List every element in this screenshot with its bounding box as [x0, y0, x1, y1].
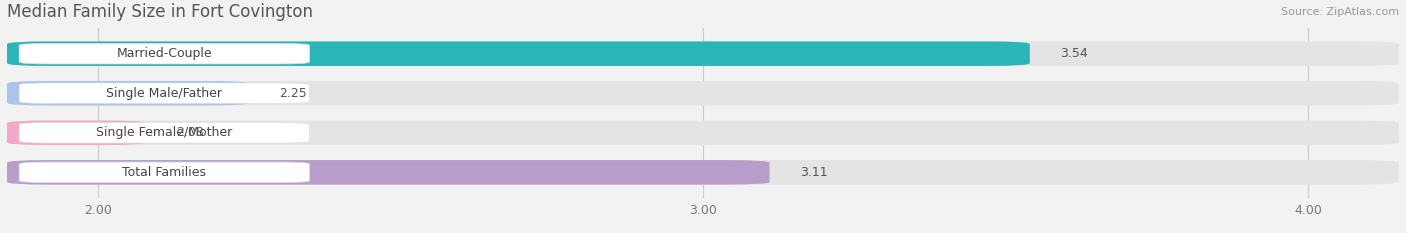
- Text: 3.54: 3.54: [1060, 47, 1088, 60]
- Text: Married-Couple: Married-Couple: [117, 47, 212, 60]
- FancyBboxPatch shape: [20, 123, 309, 143]
- FancyBboxPatch shape: [7, 41, 1399, 66]
- FancyBboxPatch shape: [7, 120, 146, 145]
- FancyBboxPatch shape: [20, 83, 309, 103]
- Text: 2.25: 2.25: [280, 87, 307, 100]
- FancyBboxPatch shape: [7, 160, 769, 185]
- FancyBboxPatch shape: [7, 41, 1029, 66]
- Text: 3.11: 3.11: [800, 166, 828, 179]
- Text: Total Families: Total Families: [122, 166, 207, 179]
- FancyBboxPatch shape: [7, 81, 1399, 106]
- Text: Source: ZipAtlas.com: Source: ZipAtlas.com: [1281, 7, 1399, 17]
- FancyBboxPatch shape: [20, 162, 309, 183]
- FancyBboxPatch shape: [7, 81, 249, 106]
- FancyBboxPatch shape: [7, 120, 1399, 145]
- Text: Median Family Size in Fort Covington: Median Family Size in Fort Covington: [7, 3, 314, 21]
- FancyBboxPatch shape: [20, 43, 309, 64]
- Text: Single Female/Mother: Single Female/Mother: [96, 126, 232, 139]
- FancyBboxPatch shape: [7, 160, 1399, 185]
- Text: 2.08: 2.08: [177, 126, 204, 139]
- Text: Single Male/Father: Single Male/Father: [107, 87, 222, 100]
